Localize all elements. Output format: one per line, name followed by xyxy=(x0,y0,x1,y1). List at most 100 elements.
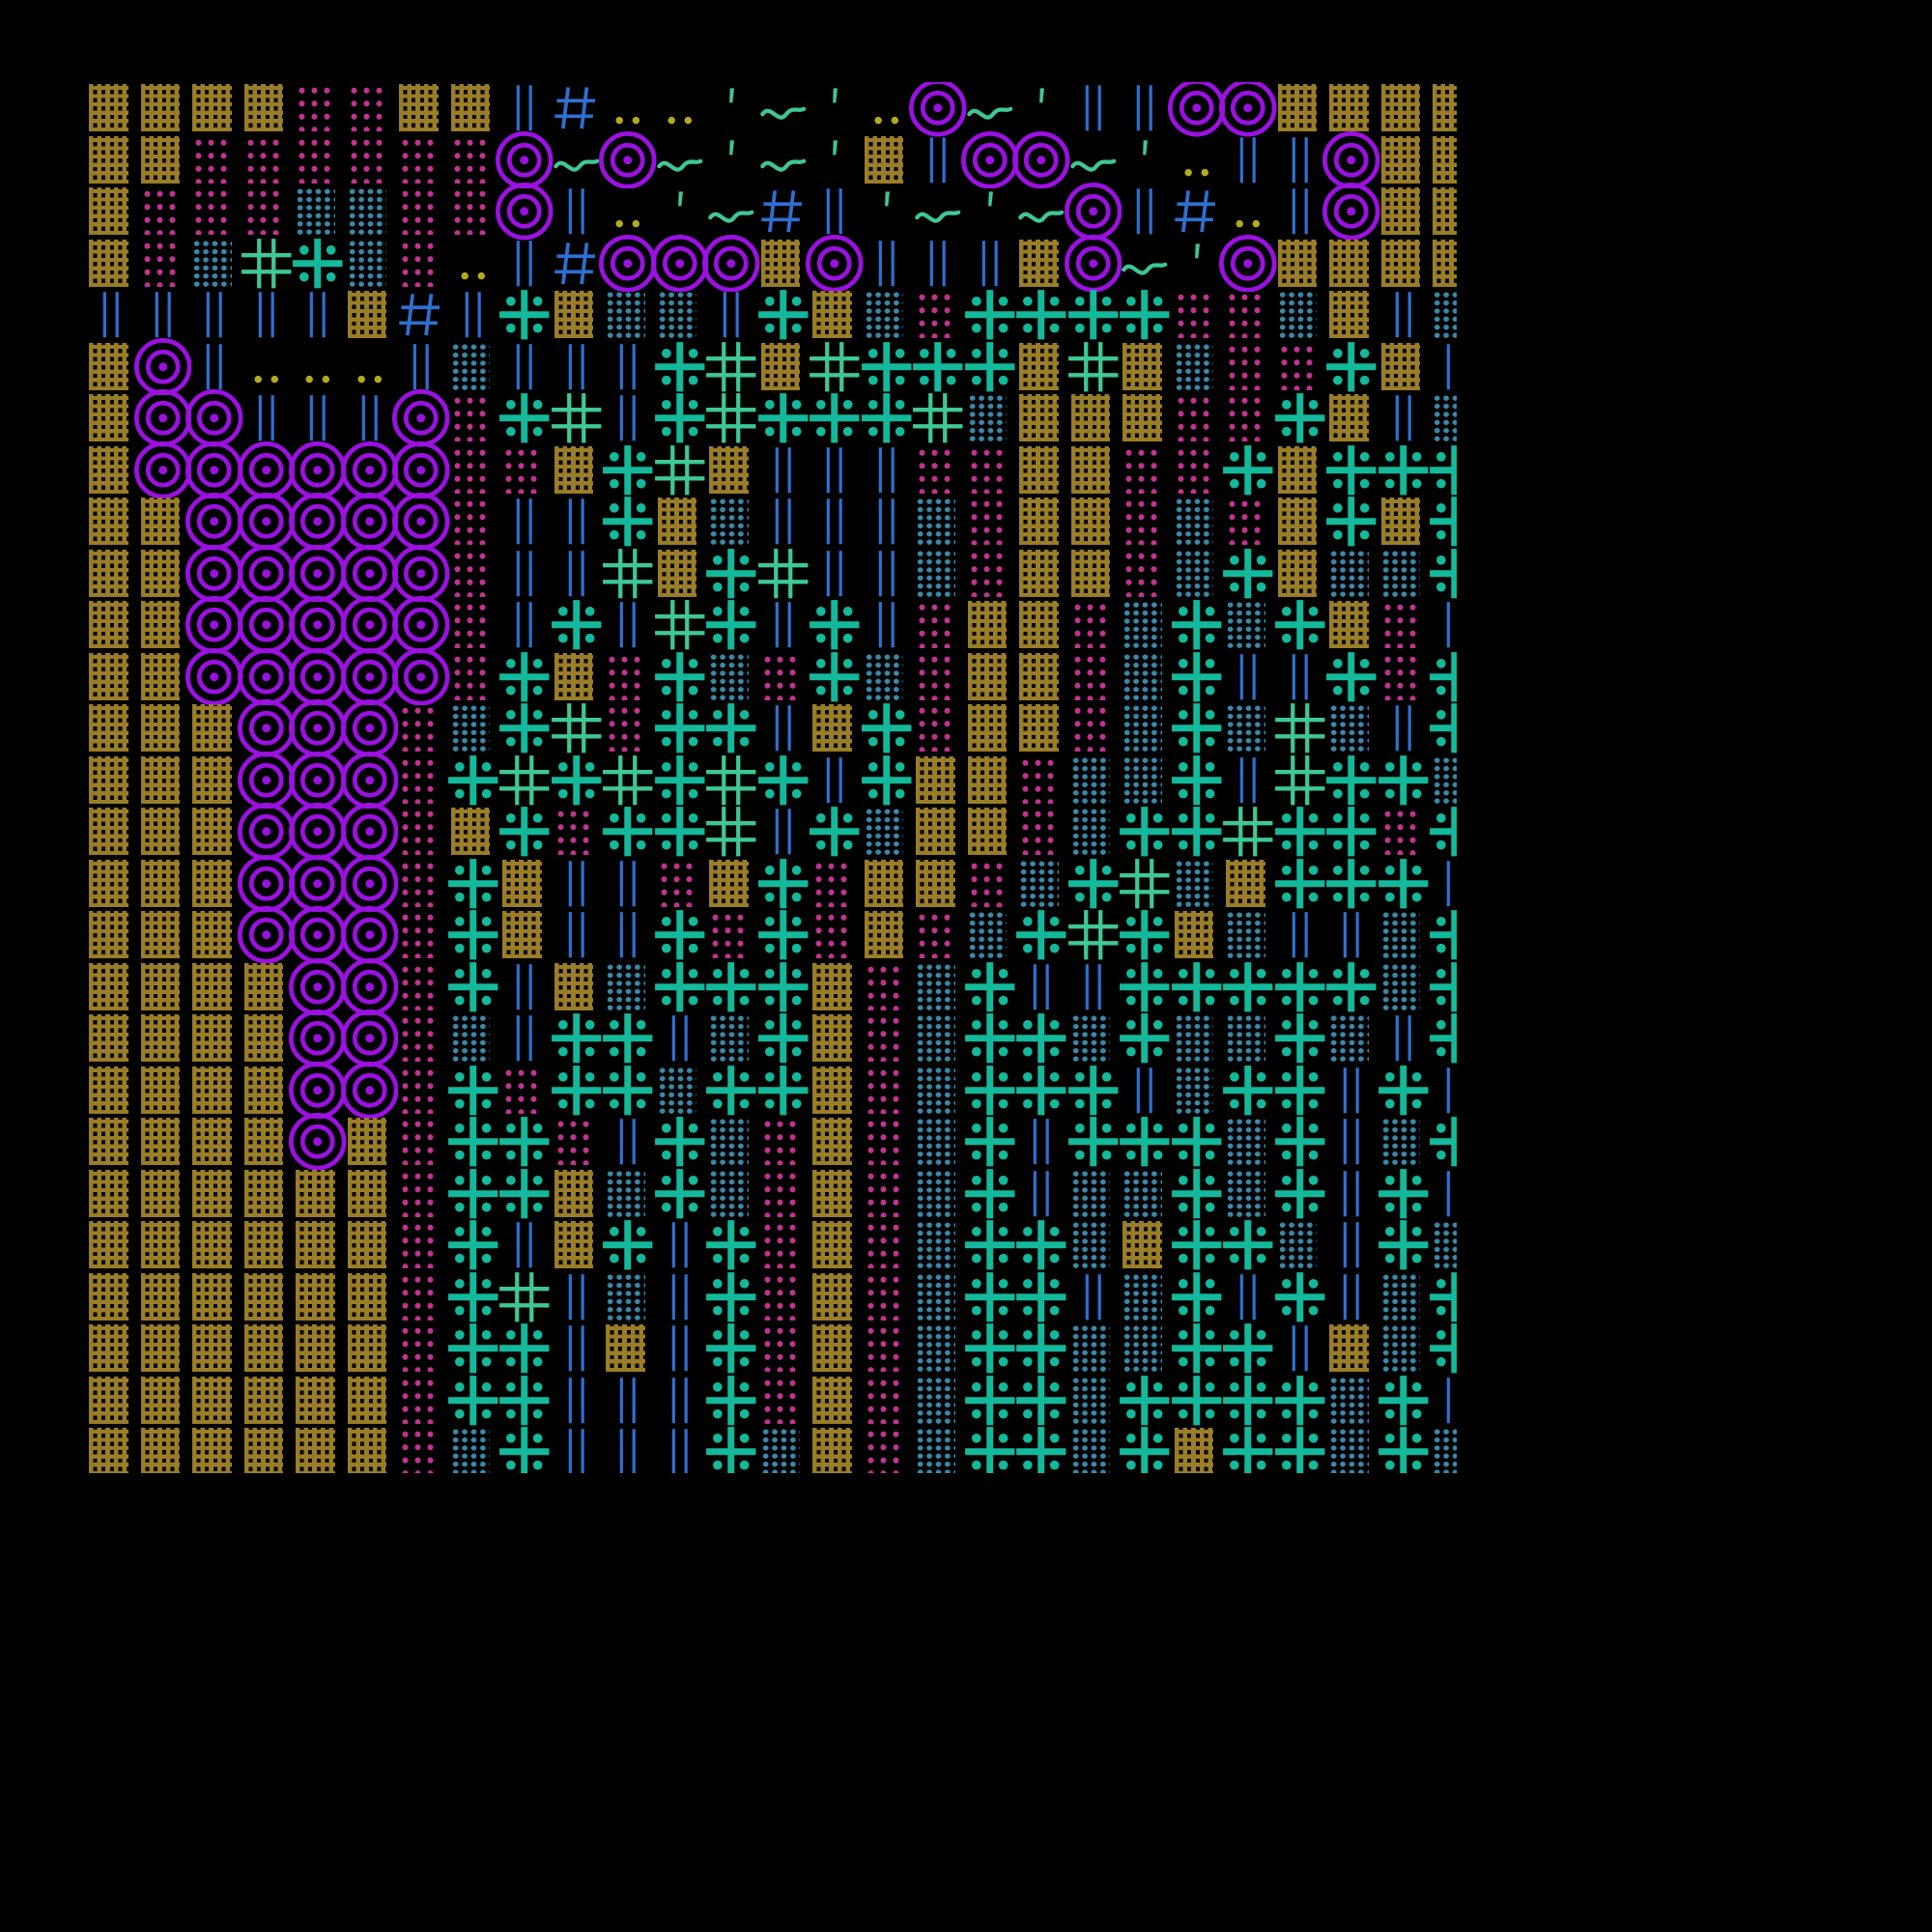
glyph-shape xyxy=(603,497,653,547)
glyph-cell xyxy=(1119,651,1171,703)
glyph-shape xyxy=(1446,343,1450,389)
glyph-cell xyxy=(85,1168,137,1220)
glyph-cell xyxy=(1429,1426,1457,1473)
shade-fill xyxy=(89,601,128,649)
shade-fill xyxy=(89,755,128,804)
glyph-shape xyxy=(706,1375,756,1425)
glyph-cell xyxy=(289,957,347,1015)
glyph-cell xyxy=(654,651,706,703)
glyph-shape xyxy=(553,158,599,172)
glyph-cell xyxy=(447,909,499,961)
glyph-shape xyxy=(1136,1066,1152,1113)
glyph-cell xyxy=(602,392,654,444)
shade-fill xyxy=(192,704,232,753)
glyph-cell xyxy=(1119,1065,1171,1117)
glyph-cell xyxy=(602,599,654,651)
shade-fill xyxy=(89,808,128,856)
glyph-cell xyxy=(185,440,243,498)
glyph-cell xyxy=(1325,289,1378,341)
shade-fill xyxy=(450,84,491,132)
glyph-shape xyxy=(1174,190,1215,233)
shade-fill xyxy=(967,549,1008,597)
shade-fill xyxy=(1226,497,1265,546)
glyph-shape xyxy=(447,961,497,1011)
glyph-cell xyxy=(1274,806,1326,858)
glyph-cell xyxy=(1067,1065,1120,1117)
shade-fill xyxy=(140,497,181,546)
glyph-cell xyxy=(1378,1271,1430,1323)
shade-fill xyxy=(1070,755,1111,804)
glyph-cell xyxy=(137,909,189,961)
glyph-shape xyxy=(499,1168,550,1218)
glyph-cell xyxy=(188,185,241,238)
glyph-cell xyxy=(340,957,398,1015)
shade-fill xyxy=(450,652,491,700)
glyph-cell xyxy=(137,1168,189,1220)
glyph-shape xyxy=(706,1220,756,1270)
shade-fill xyxy=(450,549,491,597)
glyph-cell xyxy=(1378,1426,1430,1473)
glyph-cell xyxy=(395,1012,447,1065)
shade-fill xyxy=(709,652,749,700)
glyph-cell xyxy=(861,1271,913,1323)
shade-fill xyxy=(192,84,232,132)
glyph-cell xyxy=(964,599,1016,651)
glyph-shape xyxy=(964,1375,1014,1425)
glyph-cell xyxy=(654,961,706,1013)
glyph-shape xyxy=(237,906,295,964)
glyph-shape xyxy=(551,393,601,443)
glyph-cell xyxy=(757,599,810,651)
glyph-cell xyxy=(1222,341,1274,393)
glyph-cell xyxy=(1378,754,1430,807)
glyph-cell xyxy=(1274,496,1326,548)
glyph-cell xyxy=(861,82,913,134)
shade-fill xyxy=(347,1118,387,1166)
shade-fill xyxy=(399,962,439,1010)
shade-fill xyxy=(347,1376,387,1424)
glyph-cell xyxy=(602,1322,654,1375)
glyph-shape xyxy=(757,858,808,908)
glyph-cell xyxy=(861,185,913,238)
glyph-shape xyxy=(516,602,532,648)
glyph-cell xyxy=(1067,289,1120,341)
shade-fill xyxy=(140,1428,181,1473)
glyph-cell xyxy=(498,599,551,651)
glyph-shape xyxy=(619,395,636,441)
glyph-cell xyxy=(551,1065,603,1117)
glyph-cell xyxy=(447,599,499,651)
glyph-cell xyxy=(392,596,450,654)
glyph-cell xyxy=(1274,1322,1326,1375)
glyph-shape xyxy=(465,292,481,338)
glyph-shape xyxy=(1120,1375,1170,1425)
glyph-shape xyxy=(810,807,860,857)
glyph-cell xyxy=(289,1113,347,1171)
glyph-shape xyxy=(706,703,756,753)
glyph-cell xyxy=(1067,548,1120,600)
glyph-shape xyxy=(499,1375,550,1425)
shade-fill xyxy=(916,601,955,649)
glyph-cell xyxy=(551,702,603,754)
glyph-shape xyxy=(496,130,554,188)
shade-fill xyxy=(967,911,1008,959)
shade-fill xyxy=(864,1065,904,1114)
glyph-cell xyxy=(447,392,499,444)
glyph-cell xyxy=(757,651,810,703)
glyph-cell xyxy=(1015,1012,1067,1065)
shade-fill xyxy=(399,859,439,907)
glyph-shape xyxy=(499,651,550,701)
glyph-cell xyxy=(85,599,137,651)
glyph-cell xyxy=(964,392,1016,444)
glyph-shape xyxy=(826,446,842,493)
glyph-cell xyxy=(1171,1012,1223,1065)
glyph-cell xyxy=(1171,961,1223,1013)
glyph-cell xyxy=(241,289,293,341)
glyph-cell xyxy=(551,1271,603,1323)
glyph-cell xyxy=(292,185,344,238)
shade-fill xyxy=(89,1065,128,1114)
shade-fill xyxy=(192,1221,232,1269)
shade-fill xyxy=(864,1324,904,1373)
glyph-cell xyxy=(964,1012,1016,1065)
shade-fill xyxy=(1380,1272,1421,1321)
glyph-shape xyxy=(1223,1375,1273,1425)
glyph-cell xyxy=(1274,599,1326,651)
